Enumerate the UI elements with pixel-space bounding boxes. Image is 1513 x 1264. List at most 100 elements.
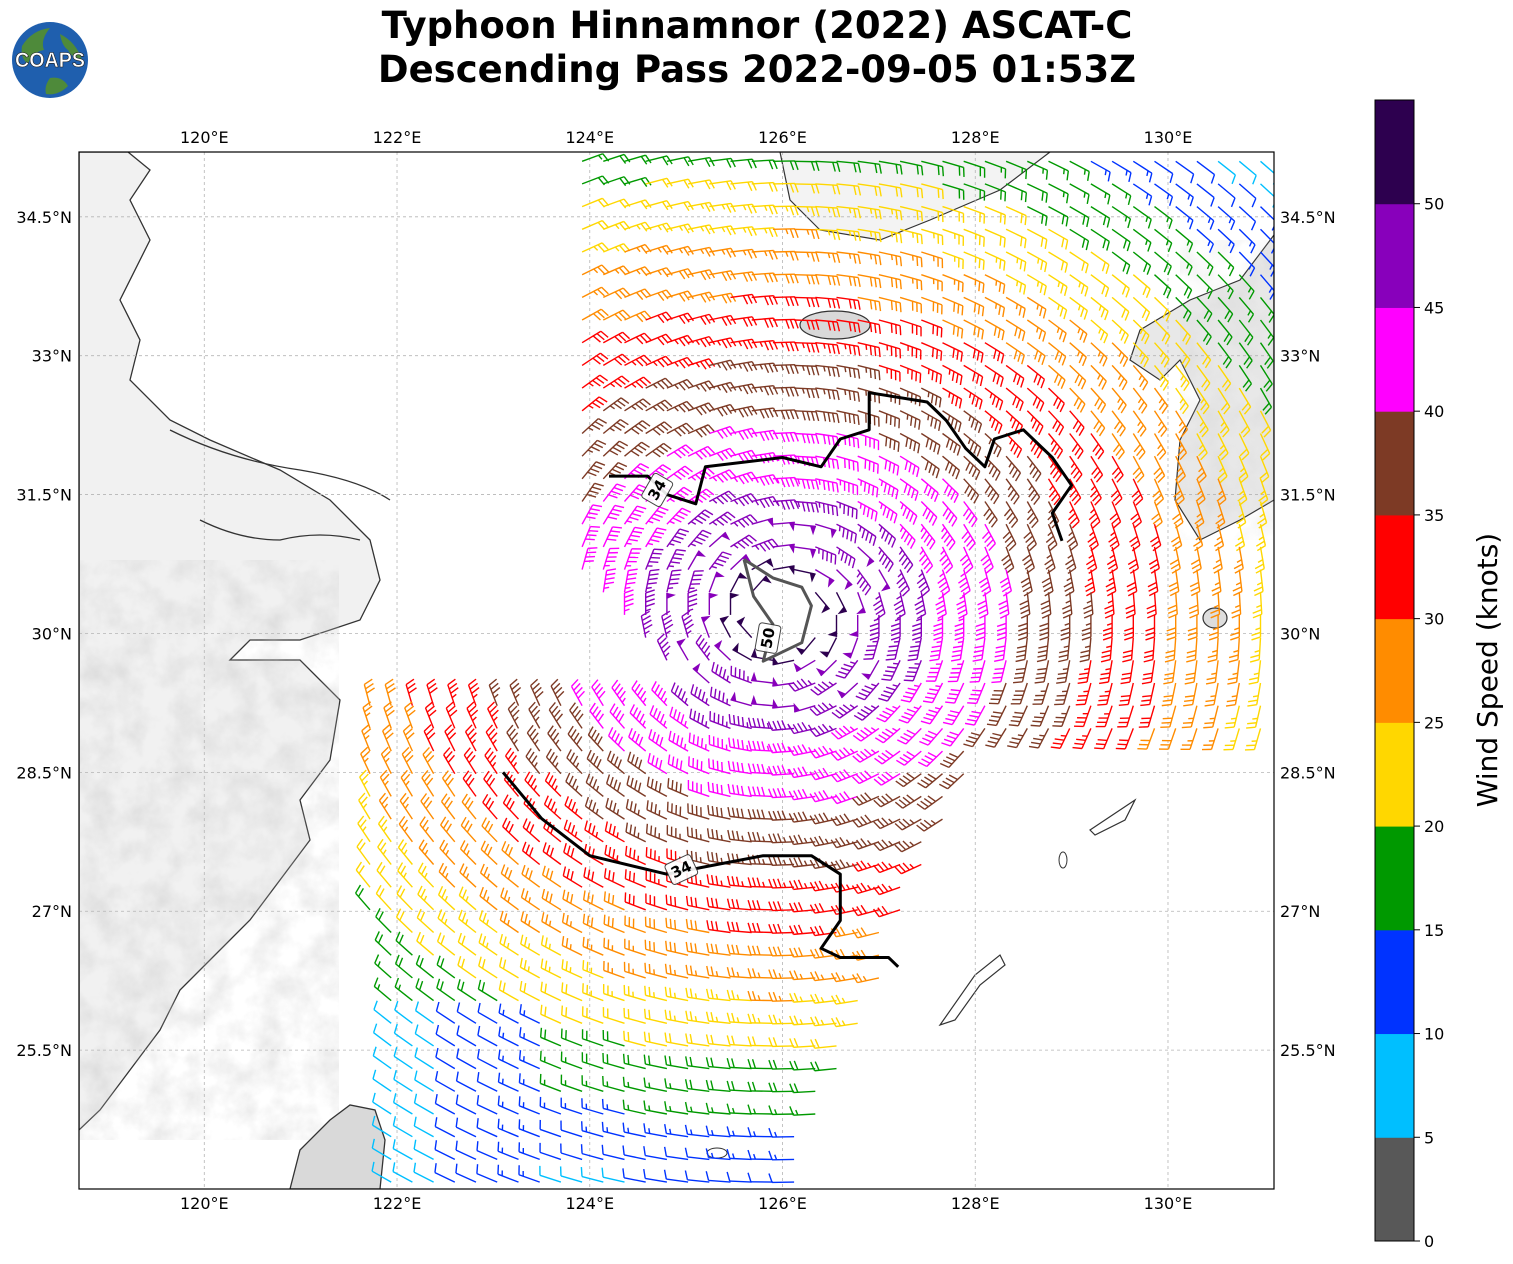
colorbar-tick-label: 30 bbox=[1424, 610, 1444, 629]
wind-barb bbox=[602, 331, 631, 344]
wind-barb bbox=[768, 810, 795, 821]
wind-barb bbox=[815, 296, 841, 309]
wind-barb bbox=[1208, 614, 1219, 641]
wind-barb bbox=[815, 251, 841, 264]
wind-barb bbox=[772, 160, 799, 171]
wind-barb bbox=[647, 752, 668, 775]
wind-barb bbox=[830, 747, 858, 761]
wind-barb bbox=[899, 410, 921, 430]
wind-barb bbox=[645, 399, 673, 412]
wind-barb bbox=[894, 818, 922, 831]
lon-tick-label-bottom: 120°E bbox=[180, 1194, 229, 1213]
wind-barb bbox=[1007, 728, 1028, 749]
wind-barb bbox=[836, 455, 859, 472]
wind-barb bbox=[437, 909, 456, 934]
wind-barb bbox=[695, 634, 711, 661]
wind-barb bbox=[878, 569, 891, 592]
wind-barb bbox=[1041, 569, 1054, 597]
wind-barb bbox=[1196, 433, 1208, 461]
wind-barb bbox=[1183, 682, 1198, 707]
wind-barb bbox=[1126, 569, 1138, 597]
wind-barb bbox=[645, 267, 673, 278]
wind-barb bbox=[458, 886, 477, 911]
wind-barb bbox=[666, 507, 691, 525]
wind-barb bbox=[899, 183, 924, 199]
wind-barb bbox=[709, 447, 737, 461]
wind-barb bbox=[788, 678, 816, 692]
wind-barb bbox=[921, 183, 944, 200]
wind-barb bbox=[772, 273, 799, 284]
wind-barb bbox=[1132, 206, 1152, 229]
wind-barb bbox=[1077, 660, 1092, 685]
wind-barb bbox=[1001, 546, 1015, 575]
wind-barb bbox=[414, 1001, 435, 1024]
wind-barb bbox=[727, 829, 752, 843]
wind-barb bbox=[789, 947, 816, 958]
colorbar-label: Wind Speed (knots) bbox=[1471, 533, 1504, 807]
wind-barb bbox=[1048, 274, 1068, 297]
wind-barb bbox=[1175, 364, 1190, 392]
wind-barb bbox=[1154, 296, 1171, 322]
wind-barb bbox=[372, 1092, 392, 1115]
wind-barb bbox=[415, 978, 435, 1002]
wind-barb bbox=[772, 698, 795, 709]
wind-barb bbox=[1026, 228, 1048, 250]
wind-barb bbox=[392, 1139, 413, 1161]
wind-barb bbox=[423, 724, 436, 752]
wind-barb bbox=[819, 637, 838, 658]
wind-barb bbox=[878, 160, 903, 175]
wind-barb bbox=[1117, 705, 1134, 728]
wind-barb bbox=[1217, 206, 1236, 231]
wind-barb bbox=[667, 754, 689, 775]
wind-barb bbox=[925, 660, 944, 682]
wind-barb bbox=[524, 771, 541, 797]
wind-barb bbox=[1069, 364, 1087, 390]
wind-barb bbox=[1069, 319, 1088, 343]
wind-barb bbox=[751, 538, 779, 552]
wind-barb bbox=[687, 445, 716, 460]
wind-barb bbox=[520, 888, 541, 911]
wind-barb bbox=[942, 296, 964, 316]
wind-barb bbox=[830, 791, 858, 805]
wind-barb bbox=[540, 981, 562, 1002]
wind-barb bbox=[1217, 387, 1231, 415]
wind-barb bbox=[1102, 614, 1113, 641]
wind-barb bbox=[700, 615, 711, 638]
wind-barb bbox=[622, 1145, 646, 1161]
wind-barb bbox=[1090, 183, 1111, 205]
wind-barb bbox=[1083, 592, 1094, 619]
wind-barb bbox=[397, 839, 413, 865]
wind-barb bbox=[950, 637, 965, 662]
wind-barb bbox=[810, 1016, 837, 1027]
wind-barb bbox=[963, 251, 985, 270]
wind-barb bbox=[645, 548, 664, 570]
wind-barb bbox=[1172, 501, 1184, 529]
wind-barb bbox=[522, 818, 541, 843]
wind-barb bbox=[645, 506, 669, 525]
wind-barb bbox=[464, 724, 477, 752]
wind-barb bbox=[646, 800, 668, 820]
wind-barb bbox=[878, 432, 900, 452]
wind-barb bbox=[1175, 183, 1194, 207]
wind-barb bbox=[394, 954, 413, 979]
wind-barb bbox=[1026, 251, 1048, 273]
wind-barb bbox=[1175, 296, 1192, 322]
wind-barb bbox=[984, 319, 1005, 341]
wind-barb bbox=[789, 1037, 816, 1048]
wind-barb bbox=[382, 724, 394, 752]
wind-barb bbox=[685, 918, 710, 934]
wind-barb bbox=[1111, 274, 1130, 298]
wind-barb bbox=[602, 419, 629, 435]
wind-barb bbox=[665, 940, 689, 956]
wind-barb bbox=[794, 478, 820, 490]
wind-barb bbox=[1175, 228, 1194, 253]
wind-barb bbox=[509, 678, 522, 706]
wind-barb bbox=[708, 490, 737, 505]
wind-barb bbox=[476, 1048, 498, 1070]
wind-barb bbox=[836, 387, 860, 402]
wind-barb bbox=[1154, 160, 1174, 183]
wind-barb bbox=[591, 679, 606, 707]
wind-barb bbox=[1069, 478, 1082, 506]
wind-barb bbox=[963, 410, 983, 434]
wind-barb bbox=[1196, 183, 1215, 207]
